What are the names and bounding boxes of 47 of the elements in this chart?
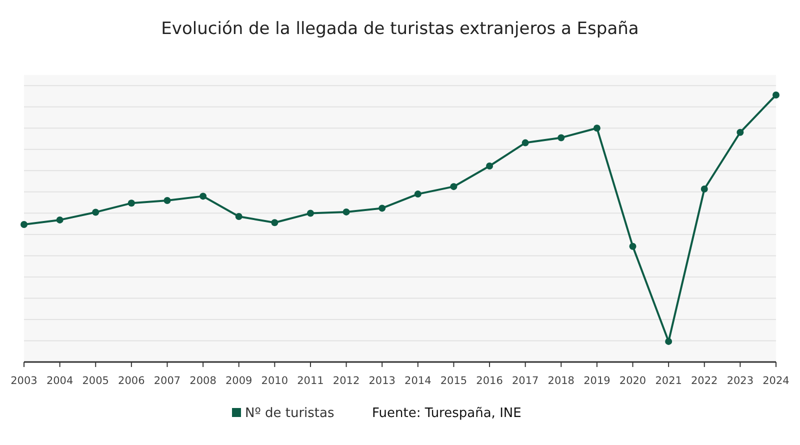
point	[20, 220, 28, 228]
x-tick-label: 2017	[512, 375, 539, 387]
point	[736, 128, 744, 136]
source-note: Fuente: Turespaña, INE	[372, 406, 522, 421]
x-tick-label: 2011	[297, 375, 324, 387]
point	[665, 338, 672, 345]
x-tick-label: 2024	[762, 375, 790, 387]
x-tick-label: 2023	[726, 375, 754, 387]
x-tick-label: 2019	[584, 375, 610, 387]
point	[629, 242, 636, 250]
point	[378, 204, 386, 212]
x-tick-label: 2016	[476, 375, 504, 387]
x-tick-label: 2014	[404, 375, 432, 387]
x-tick-label: 2013	[368, 375, 396, 387]
point	[128, 200, 135, 207]
point	[200, 192, 207, 200]
point	[342, 208, 350, 216]
chart-title: Evolución de la llegada de turistas extranjeros a España	[161, 19, 639, 39]
x-tick-label: 2003	[10, 375, 38, 387]
x-tick-label: 2010	[261, 375, 288, 387]
point	[593, 124, 600, 132]
point	[306, 210, 314, 217]
point	[700, 185, 708, 192]
point	[92, 208, 100, 216]
x-tick-label: 2008	[190, 375, 216, 387]
x-tick-label: 2022	[691, 375, 718, 387]
point	[414, 190, 422, 198]
point	[235, 212, 242, 220]
x-tick-label: 2005	[82, 375, 109, 387]
point	[522, 139, 529, 146]
x-tick-label: 2009	[225, 375, 252, 387]
x-tick-label: 2018	[548, 375, 575, 387]
point	[271, 219, 278, 226]
x-tick-label: 2007	[154, 375, 181, 387]
point	[772, 92, 780, 98]
point	[450, 183, 458, 190]
legend-label: Nº de turistas	[245, 406, 334, 421]
point	[558, 134, 565, 142]
point	[486, 162, 494, 170]
x-tick-label: 2006	[118, 375, 146, 387]
x-tick-label: 2020	[619, 375, 646, 387]
x-tick-label: 2012	[332, 375, 360, 387]
x-tick-label: 2004	[46, 375, 74, 387]
x-tick-label: 2015	[440, 375, 468, 387]
x-tick-label: 2021	[655, 375, 682, 387]
point	[56, 216, 64, 224]
point	[164, 196, 171, 204]
